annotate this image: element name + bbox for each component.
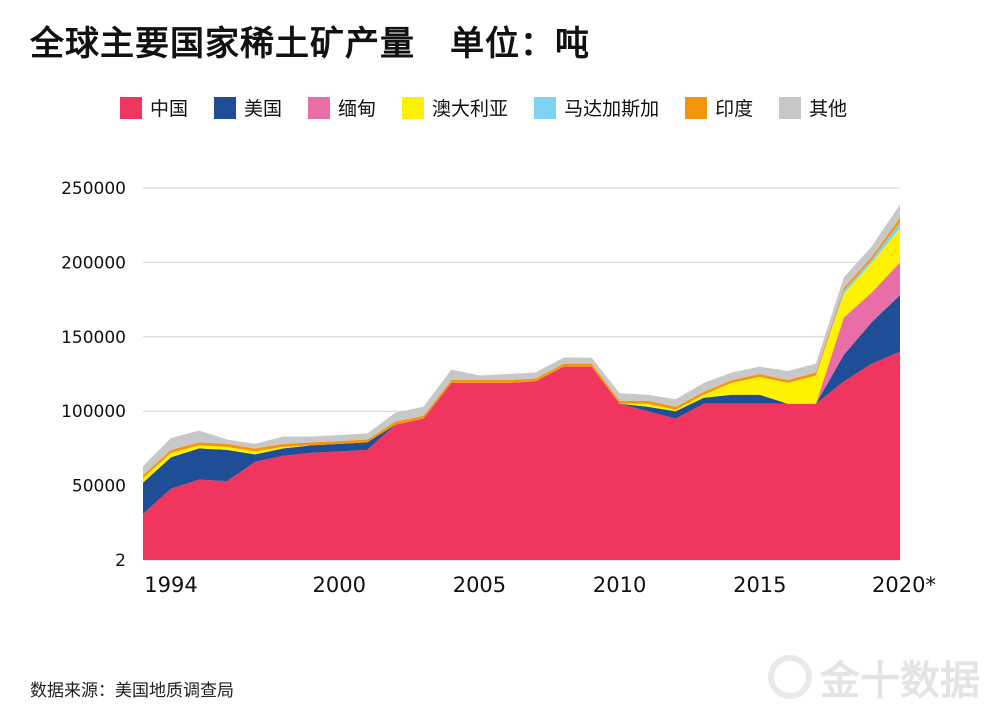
legend-swatch — [779, 96, 802, 119]
legend-swatch — [214, 96, 237, 119]
legend-swatch — [120, 96, 142, 119]
legend-swatch — [685, 96, 708, 119]
legend-item: 马达加斯加 — [534, 94, 659, 121]
x-tick-label: 2005 — [453, 573, 506, 597]
y-tick-label: 2 — [115, 551, 126, 571]
legend-item: 印度 — [685, 94, 753, 121]
watermark: 金十数据 — [768, 648, 980, 706]
x-tick-label: 1994 — [144, 573, 197, 597]
legend-label: 其他 — [809, 98, 848, 120]
legend-label: 印度 — [715, 98, 754, 120]
legend-item: 中国 — [120, 94, 188, 121]
legend-swatch — [402, 96, 425, 119]
legend-label: 马达加斯加 — [564, 98, 660, 120]
x-tick-label: 2000 — [313, 573, 366, 597]
y-tick-label: 250000 — [61, 179, 126, 199]
x-tick-label: 2015 — [733, 573, 786, 597]
chart-title: 全球主要国家稀土矿产量 单位：吨 — [30, 24, 590, 64]
legend-label: 澳大利亚 — [432, 98, 509, 120]
area-series — [143, 351, 900, 560]
y-tick-label: 150000 — [61, 328, 126, 348]
legend-swatch — [308, 96, 331, 119]
y-tick-label: 100000 — [61, 402, 126, 422]
legend-label: 中国 — [150, 98, 189, 120]
data-source-note: 数据来源：美国地质调查局 — [30, 681, 234, 701]
x-tick-label: 2020* — [872, 573, 936, 597]
y-tick-label: 200000 — [61, 253, 126, 273]
legend-label: 缅甸 — [338, 98, 377, 120]
watermark-logo-icon — [768, 655, 812, 699]
legend-swatch — [534, 96, 557, 119]
legend-label: 美国 — [244, 98, 283, 120]
legend-item: 其他 — [779, 94, 847, 121]
x-tick-label: 2010 — [593, 573, 646, 597]
legend-item: 美国 — [214, 94, 282, 121]
watermark-text: 金十数据 — [820, 658, 980, 704]
y-tick-label: 50000 — [72, 477, 126, 497]
legend-item: 缅甸 — [308, 94, 376, 121]
chart-legend: 中国 美国 缅甸 澳大利亚 马达加斯加 印度 其他 — [120, 94, 847, 121]
legend-item: 澳大利亚 — [402, 94, 508, 121]
